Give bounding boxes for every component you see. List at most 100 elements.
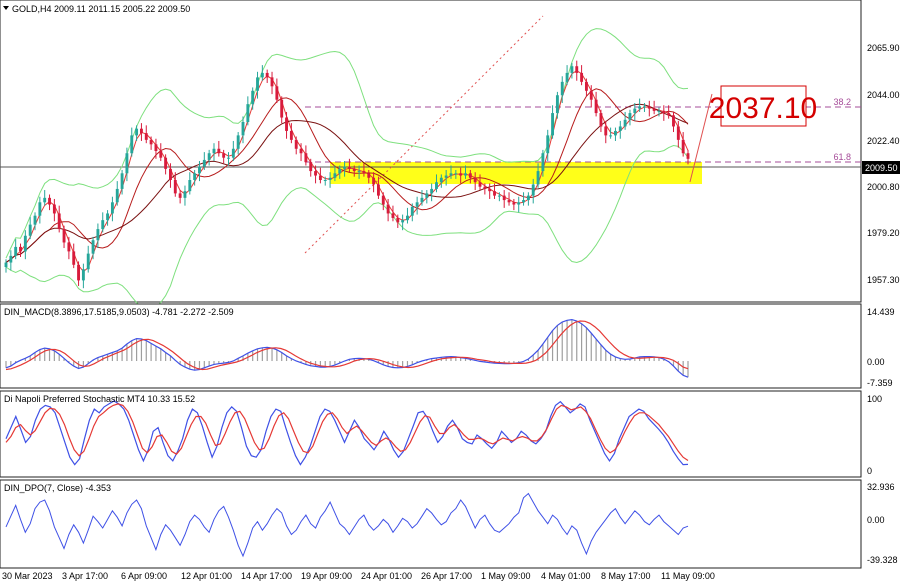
candle-body <box>101 220 105 230</box>
candle-body <box>473 177 477 183</box>
candle-body <box>120 173 124 189</box>
candle-body <box>178 193 182 198</box>
candle-body <box>420 197 424 203</box>
candle-body <box>299 148 303 154</box>
candle-body <box>546 135 550 154</box>
candle-body <box>633 108 637 114</box>
candle-body <box>289 130 293 140</box>
candle-body <box>347 166 351 169</box>
stoch-slow-line <box>5 403 689 461</box>
candle-body <box>318 175 322 180</box>
candle-body <box>159 151 163 158</box>
candle-body <box>531 184 535 196</box>
candle-body <box>198 166 201 174</box>
candle-body <box>323 180 327 181</box>
candle-body <box>623 119 627 127</box>
candle-body <box>536 171 540 185</box>
dpo-label: DIN_DPO(7, Close) -4.353 <box>4 483 111 493</box>
candle-body <box>231 148 235 158</box>
candle-body <box>154 144 158 151</box>
candle-body <box>43 197 47 203</box>
candle-body <box>464 173 467 176</box>
candle-body <box>638 106 642 109</box>
x-tick: 19 Apr 09:00 <box>301 571 352 581</box>
x-tick: 8 May 17:00 <box>601 571 651 581</box>
candle-body <box>106 213 110 221</box>
candle-body <box>173 180 177 194</box>
candle-body <box>19 246 22 252</box>
candle-body <box>415 202 419 207</box>
candle-body <box>614 130 617 136</box>
candle-body <box>507 200 511 203</box>
candle-body <box>309 162 313 172</box>
price-axis: 2065.90 2044.00 2022.40 2000.80 1979.20 … <box>862 43 900 565</box>
candle-body <box>594 99 598 114</box>
candle-body <box>38 202 42 216</box>
candle-body <box>618 126 622 131</box>
candle-body <box>14 246 18 256</box>
stochastic-panel[interactable]: Di Napoli Preferred Stochastic MT4 10.33… <box>0 390 862 478</box>
x-tick: 26 Apr 17:00 <box>421 571 472 581</box>
y-tick: 2065.90 <box>867 43 900 53</box>
y-tick: 2000.80 <box>867 182 900 192</box>
fib-label-618: 61.8 <box>833 152 851 162</box>
candle-body <box>575 66 579 73</box>
candle-body <box>662 110 666 114</box>
main-price-panel[interactable]: 2037.10 38.2 61.8 GOLD,H4 2009.11 2011.1… <box>0 0 862 310</box>
candle-body <box>81 269 85 281</box>
upper-band <box>5 28 689 259</box>
current-price-box <box>862 161 900 174</box>
candle-body <box>135 128 139 136</box>
dpo-tick: 32.936 <box>867 482 895 492</box>
macd-panel[interactable]: DIN_MACD(8.3896,17.5185,9.0503) -4.781 -… <box>0 303 862 389</box>
candle-body <box>28 224 32 236</box>
long-ma-line <box>5 103 689 263</box>
projection-arrow <box>689 93 713 183</box>
stochastic-series <box>5 400 689 466</box>
candle-body <box>604 126 608 136</box>
candle-body <box>444 175 448 178</box>
candle-body <box>502 195 506 201</box>
macd-label: DIN_MACD(8.3896,17.5185,9.0503) -4.781 -… <box>4 307 234 317</box>
candle-body <box>381 195 385 205</box>
candle-body <box>110 202 114 214</box>
candle-body <box>599 113 603 127</box>
candle-body <box>681 139 685 154</box>
candle-body <box>526 195 530 201</box>
stoch-tick: 0 <box>867 466 872 476</box>
candle-body <box>251 90 255 105</box>
candle-body <box>391 213 395 218</box>
candle-body <box>435 182 438 189</box>
candle-body <box>551 113 555 136</box>
candle-body <box>517 202 521 205</box>
stoch-label: Di Napoli Preferred Stochastic MT4 10.33… <box>4 394 195 404</box>
dpo-panel[interactable]: DIN_DPO(7, Close) -4.353 <box>0 479 862 569</box>
candle-body <box>328 177 332 180</box>
candle-body <box>657 110 661 112</box>
candle-body <box>91 240 95 254</box>
candle-body <box>57 213 61 230</box>
candle-body <box>589 90 593 100</box>
candle-body <box>672 115 675 127</box>
title-triangle-icon <box>3 6 9 10</box>
candle-body <box>314 171 318 176</box>
candle-body <box>4 262 8 267</box>
candle-body <box>628 113 632 120</box>
dpo-series <box>5 492 689 558</box>
candle-body <box>609 135 613 137</box>
candle-body <box>396 217 400 223</box>
candle-body <box>144 133 148 140</box>
candle-body <box>212 148 216 154</box>
candle-body <box>372 177 376 185</box>
y-tick: 2044.00 <box>867 90 900 100</box>
macd-tick: -7.359 <box>867 378 893 388</box>
current-price-value: 2009.50 <box>865 163 898 173</box>
candle-body <box>686 153 690 159</box>
candle-body <box>468 173 472 178</box>
candle-body <box>183 191 187 198</box>
candle-body <box>430 188 434 194</box>
macd-series <box>5 318 689 378</box>
candle-body <box>333 173 337 178</box>
candle-body <box>115 188 119 203</box>
candle-body <box>357 171 361 173</box>
